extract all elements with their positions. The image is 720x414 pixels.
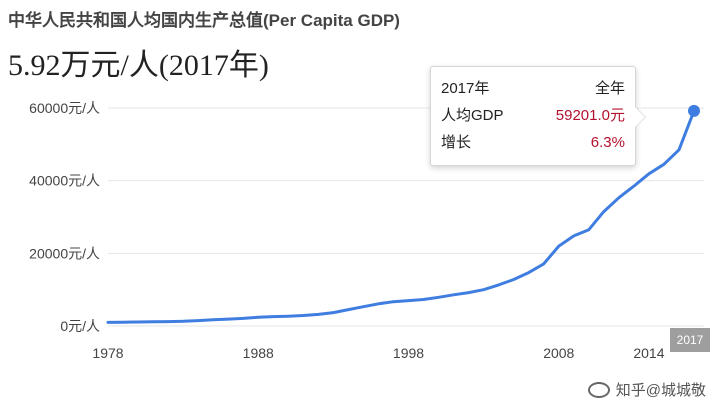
tooltip-year: 2017年 — [441, 80, 490, 97]
y-tick-label: 20000元/人 — [29, 245, 100, 261]
gdp-series-line — [106, 109, 696, 324]
wechat-icon — [587, 381, 610, 398]
x-axis-ticks: 1978 1988 1998 2008 2014 — [92, 345, 664, 361]
y-tick-label: 60000元/人 — [29, 100, 100, 116]
tooltip-growth-row: 增长 6.3% — [441, 129, 625, 156]
x-tick-label: 1988 — [243, 345, 274, 361]
x-tick-label: 2014 — [633, 345, 664, 361]
tooltip-growth-label: 增长 — [441, 134, 472, 151]
tooltip-growth-value: 6.3% — [590, 134, 625, 151]
data-tooltip: 2017年 全年 人均GDP 59201.0元 增长 6.3% — [430, 66, 636, 166]
highlight-point — [688, 104, 700, 117]
tooltip-gdp-row: 人均GDP 59201.0元 — [441, 102, 625, 129]
x-tick-label: 1998 — [393, 345, 424, 361]
y-tick-label: 40000元/人 — [29, 173, 100, 189]
tooltip-header-row: 2017年 全年 — [441, 75, 625, 102]
tooltip-period: 全年 — [594, 80, 625, 97]
y-tick-label: 0元/人 — [60, 318, 100, 334]
x-axis-end-badge: 2017 — [670, 328, 710, 352]
y-axis-ticks: 0元/人 20000元/人 40000元/人 60000元/人 — [29, 100, 100, 334]
chart-title: 中华人民共和国人均国内生产总值(Per Capita GDP) — [8, 11, 400, 30]
series-line — [106, 109, 696, 324]
highlight-data-point[interactable] — [688, 104, 700, 117]
watermark-text: 知乎@城城敬 — [615, 382, 706, 399]
x-tick-label: 1978 — [92, 345, 123, 361]
tooltip-gdp-value: 59201.0元 — [555, 107, 625, 124]
headline-value: 5.92万元/人(2017年) — [8, 49, 269, 82]
x-tick-label: 2008 — [543, 345, 574, 361]
tooltip-gdp-label: 人均GDP — [441, 107, 504, 124]
watermark: 知乎@城城敬 — [587, 379, 706, 400]
